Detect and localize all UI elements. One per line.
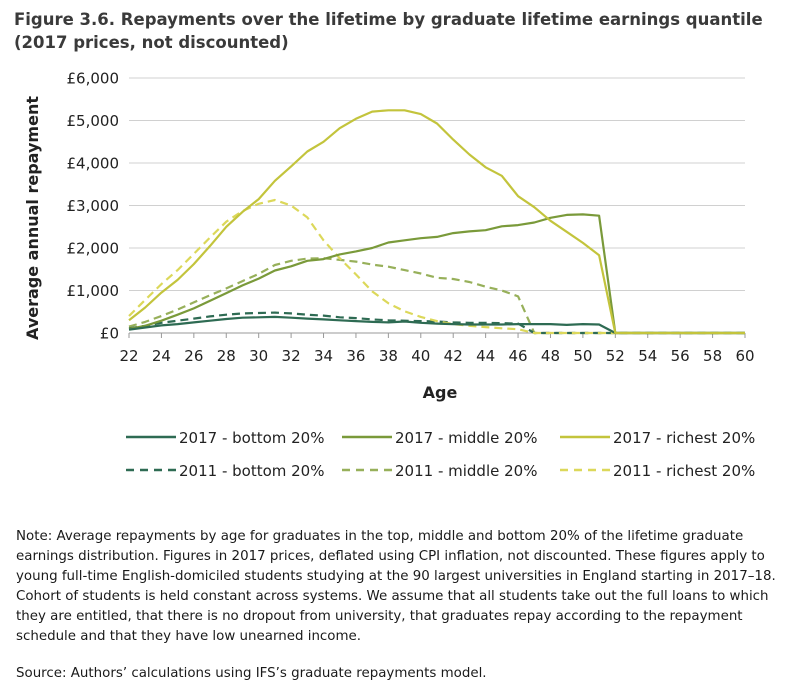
x-tick-label: 42 bbox=[444, 347, 463, 365]
x-tick-label: 54 bbox=[638, 347, 657, 365]
legend-label: 2011 - richest 20% bbox=[613, 462, 755, 480]
series-line-4 bbox=[128, 257, 745, 335]
x-axis: 22 24 26 28 30 32 34 36 38 40 42 44 46 48 50 52 54 56 58 60 bbox=[119, 332, 755, 365]
x-tick-label: 50 bbox=[573, 347, 592, 365]
x-tick-label: 24 bbox=[152, 347, 171, 365]
x-tick-label: 48 bbox=[541, 347, 560, 365]
legend-label: 2017 - middle 20% bbox=[395, 429, 537, 447]
series-line-1 bbox=[128, 213, 745, 335]
legend-label: 2017 - bottom 20% bbox=[179, 429, 324, 447]
y-tick-label: £2,000 bbox=[67, 240, 120, 258]
x-tick-label: 40 bbox=[411, 347, 430, 365]
y-tick-label: £6,000 bbox=[67, 70, 120, 88]
x-tick-label: 28 bbox=[217, 347, 236, 365]
series-line-3 bbox=[128, 311, 745, 335]
note-text: Note: Average repayments by age for grad… bbox=[16, 529, 776, 644]
series-line-2 bbox=[128, 109, 745, 335]
y-tick-label: £3,000 bbox=[67, 197, 120, 215]
line-chart: £0 £1,000 £2,000 £3,000 £4,000 £5,000 £6,000 2… bbox=[23, 70, 755, 481]
source-text: Source: Authors’ calculations using IFS’… bbox=[16, 666, 487, 681]
x-axis-label: Age bbox=[423, 383, 458, 402]
x-tick-label: 58 bbox=[703, 347, 722, 365]
x-tick-label: 46 bbox=[509, 347, 528, 365]
gridlines bbox=[129, 77, 745, 291]
x-tick-label: 38 bbox=[379, 347, 398, 365]
chart-title-line1: Figure 3.6. Repayments over the lifetime… bbox=[14, 10, 763, 29]
legend-label: 2011 - middle 20% bbox=[395, 462, 537, 480]
x-tick-label: 26 bbox=[184, 347, 203, 365]
legend-label: 2011 - bottom 20% bbox=[179, 462, 324, 480]
series-lines bbox=[128, 109, 745, 335]
y-axis-label: Average annual repayment bbox=[23, 96, 42, 340]
x-tick-label: 44 bbox=[476, 347, 495, 365]
y-tick-label: £4,000 bbox=[67, 155, 120, 173]
x-tick-label: 32 bbox=[282, 347, 301, 365]
series-line-0 bbox=[128, 315, 745, 335]
y-tick-label: £0 bbox=[100, 325, 119, 343]
x-tick-label: 52 bbox=[606, 347, 625, 365]
x-tick-label: 56 bbox=[671, 347, 690, 365]
series-line-5 bbox=[128, 198, 745, 335]
x-tick-label: 60 bbox=[735, 347, 754, 365]
x-tick-label: 36 bbox=[346, 347, 365, 365]
chart-title-line2: (2017 prices, not discounted) bbox=[14, 33, 289, 52]
x-tick-label: 22 bbox=[119, 347, 138, 365]
x-tick-label: 30 bbox=[249, 347, 268, 365]
legend: 2017 - bottom 20% 2017 - middle 20% 2017 -… bbox=[126, 429, 755, 480]
y-axis-ticks: £0 £1,000 £2,000 £3,000 £4,000 £5,000 £6,000 bbox=[67, 70, 120, 343]
y-tick-label: £5,000 bbox=[67, 112, 120, 130]
x-tick-label: 34 bbox=[314, 347, 333, 365]
legend-label: 2017 - richest 20% bbox=[613, 429, 755, 447]
y-tick-label: £1,000 bbox=[67, 282, 120, 300]
chart-title: Figure 3.6. Repayments over the lifetime… bbox=[14, 8, 784, 54]
